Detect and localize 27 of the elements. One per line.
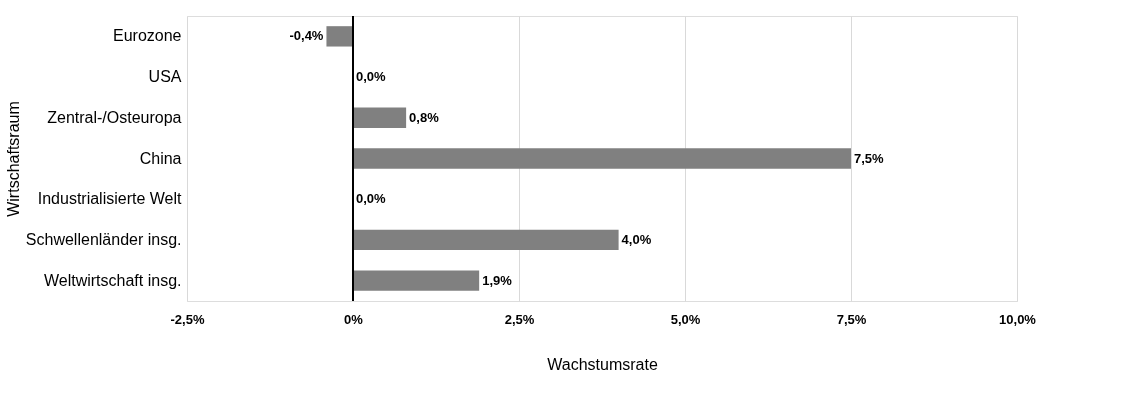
data-label: 0,0% — [356, 69, 387, 85]
y-tick-label: Zentral-/Osteuropa — [47, 108, 182, 126]
data-label: 0,8% — [409, 109, 440, 125]
data-label: 0,0% — [356, 191, 387, 207]
bar — [326, 26, 353, 47]
data-label: 7,5% — [854, 150, 885, 166]
x-tick-label: -2,5% — [170, 311, 205, 327]
x-tick-label: 0% — [344, 311, 364, 327]
x-axis-title: Wachstumsrate — [547, 355, 658, 373]
bar — [353, 148, 851, 169]
x-tick-label: 7,5% — [836, 311, 867, 327]
x-tick-label: 2,5% — [504, 311, 535, 327]
bar — [353, 229, 619, 251]
y-tick-label: Eurozone — [113, 27, 182, 45]
y-tick-label: Schwellenländer insg. — [25, 230, 182, 248]
y-tick-label: Weltwirtschaft insg. — [43, 271, 182, 289]
bar — [353, 270, 480, 291]
y-tick-label: China — [139, 149, 182, 167]
y-tick-label: USA — [148, 68, 182, 86]
data-label: 1,9% — [482, 272, 513, 288]
x-tick-label: 5,0% — [670, 311, 701, 327]
y-tick-label: Industrialisierte Welt — [37, 190, 183, 208]
x-tick-label: 10,0% — [999, 311, 1037, 327]
y-axis-title: Wirtschaftsraum — [4, 101, 22, 217]
bar — [353, 107, 407, 128]
data-label: -0,4% — [289, 28, 324, 44]
data-label: 4,0% — [621, 231, 652, 247]
